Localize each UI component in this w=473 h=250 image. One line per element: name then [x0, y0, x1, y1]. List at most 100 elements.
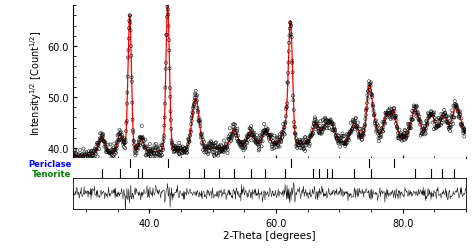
Point — [315, 126, 322, 130]
Point — [431, 120, 438, 124]
Point — [158, 149, 165, 153]
Point — [103, 151, 111, 155]
Point — [271, 142, 279, 146]
Point — [131, 151, 139, 155]
Point — [387, 111, 394, 115]
Point — [285, 61, 292, 65]
Point — [324, 119, 332, 123]
Point — [121, 142, 129, 146]
Point — [222, 142, 230, 146]
Point — [105, 151, 113, 155]
Point — [154, 152, 161, 156]
Point — [112, 147, 119, 151]
Point — [369, 104, 377, 108]
Point — [387, 114, 395, 117]
Point — [200, 144, 208, 148]
Point — [346, 132, 353, 136]
Point — [292, 137, 300, 141]
Point — [400, 133, 407, 137]
Point — [296, 144, 303, 148]
Point — [103, 148, 110, 152]
Point — [295, 140, 302, 144]
Point — [89, 150, 96, 154]
Point — [111, 142, 118, 146]
Point — [175, 146, 182, 150]
Point — [92, 148, 100, 152]
Point — [76, 148, 84, 152]
Point — [417, 120, 424, 124]
Point — [269, 140, 277, 143]
Point — [239, 143, 247, 147]
Point — [396, 138, 404, 142]
Point — [300, 148, 307, 152]
Point — [102, 143, 109, 147]
Point — [275, 141, 282, 145]
Point — [216, 145, 223, 149]
Point — [227, 136, 234, 140]
Point — [288, 62, 296, 66]
Point — [297, 140, 304, 144]
Point — [226, 138, 233, 141]
Point — [284, 81, 291, 85]
Point — [424, 112, 432, 116]
Point — [128, 54, 135, 58]
Point — [410, 104, 418, 108]
Point — [280, 128, 287, 132]
Point — [382, 111, 390, 115]
Point — [419, 130, 427, 134]
Point — [172, 144, 180, 148]
Point — [142, 154, 149, 158]
Point — [75, 153, 83, 157]
Point — [364, 94, 371, 98]
Point — [424, 122, 431, 126]
Point — [105, 158, 113, 162]
Point — [275, 140, 283, 144]
Point — [179, 145, 186, 149]
Point — [186, 133, 194, 137]
Point — [435, 116, 443, 120]
Point — [123, 120, 131, 124]
Point — [148, 153, 156, 157]
Point — [330, 122, 337, 126]
Point — [91, 147, 98, 151]
Point — [86, 152, 94, 156]
Point — [120, 140, 127, 144]
Point — [201, 146, 209, 150]
Point — [80, 157, 88, 161]
Point — [244, 135, 251, 139]
Point — [419, 132, 426, 136]
Point — [446, 117, 453, 121]
Point — [140, 146, 148, 150]
Point — [295, 141, 303, 145]
Point — [384, 112, 392, 116]
Point — [85, 152, 93, 156]
Point — [354, 121, 362, 125]
Point — [196, 119, 204, 123]
Point — [218, 144, 226, 148]
Point — [214, 145, 221, 149]
Point — [256, 134, 264, 138]
Point — [301, 146, 308, 150]
Point — [94, 155, 101, 159]
Point — [422, 127, 430, 131]
Point — [366, 89, 374, 93]
Point — [332, 133, 340, 137]
Point — [331, 126, 338, 130]
Point — [212, 141, 220, 145]
Point — [217, 143, 225, 147]
Point — [378, 127, 385, 131]
Point — [296, 138, 303, 142]
Point — [331, 130, 339, 134]
Point — [152, 146, 159, 150]
Point — [268, 133, 275, 137]
Point — [118, 139, 125, 143]
Point — [201, 148, 209, 152]
Point — [227, 138, 235, 142]
Point — [279, 136, 286, 140]
Point — [181, 151, 188, 155]
Point — [166, 86, 174, 90]
Point — [368, 96, 376, 100]
Point — [199, 136, 206, 140]
Point — [440, 113, 448, 117]
Point — [198, 132, 206, 136]
